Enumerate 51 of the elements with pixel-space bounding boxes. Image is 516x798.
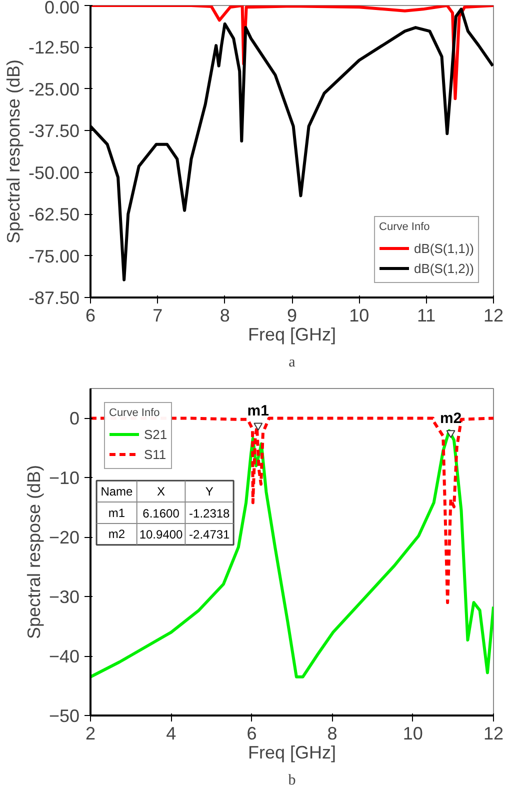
annotation: -2.4731 (189, 528, 230, 542)
line-series (90, 429, 494, 678)
legend-label: dB(S(1,2)) (414, 260, 474, 276)
y-tick-label: -50.00 (28, 162, 80, 183)
legend-label: S11 (144, 446, 166, 462)
x-tick-label: 7 (152, 306, 163, 326)
annotation: -1.2318 (189, 506, 230, 520)
x-tick-label: 6 (85, 306, 96, 326)
y-tick-label: -37.50 (28, 121, 80, 142)
text: a (288, 354, 296, 370)
y-axis-title: Spectral response (dB) (3, 59, 24, 244)
y-tick-label: -75.00 (28, 246, 80, 266)
y-tick-label: −10 (48, 468, 80, 488)
x-tick-label: 8 (327, 724, 338, 744)
y-tick-label: 0.00 (44, 0, 80, 18)
x-tick-label: 12 (483, 724, 504, 744)
y-tick-label: -62.50 (28, 204, 80, 225)
y-axis-title: Spectral respose (dB) (24, 464, 44, 640)
y-tick-label: 0 (69, 408, 80, 429)
annotation: 10.9400 (139, 528, 184, 542)
x-tick-label: 9 (286, 306, 298, 326)
text: b (288, 772, 296, 788)
x-tick-label: 6 (246, 724, 257, 744)
legend-title: Curve Info (109, 407, 161, 419)
legend-title: Curve Info (379, 221, 431, 233)
annotation: m1 (247, 402, 269, 420)
y-tick-label: −40 (48, 646, 80, 667)
annotation: Name (100, 484, 134, 498)
y-tick-label: −30 (48, 587, 80, 608)
x-tick-label: 11 (416, 306, 436, 326)
x-tick-label: 8 (220, 306, 230, 326)
x-tick-label: 12 (483, 306, 504, 326)
y-tick-label: −20 (48, 528, 80, 548)
annotation: X (157, 484, 166, 498)
y-tick-label: -25.00 (28, 79, 80, 100)
x-tick-label: 4 (166, 724, 176, 744)
y-tick-label: -87.50 (28, 288, 80, 308)
annotation: 6.1600 (142, 506, 180, 520)
x-axis-title: Freq [GHz] (248, 742, 336, 762)
y-tick-label: -12.50 (28, 38, 80, 58)
y-tick-label: −50 (48, 706, 80, 726)
annotation: Y (205, 484, 214, 498)
x-tick-label: 2 (85, 724, 96, 744)
x-tick-label: 10 (402, 724, 423, 744)
annotation: m2 (108, 527, 126, 542)
legend-label: S21 (144, 426, 168, 442)
annotation: m1 (108, 506, 126, 520)
legend-label: dB(S(1,1)) (414, 240, 474, 256)
x-tick-label: 10 (349, 306, 370, 326)
annotation: m2 (440, 410, 462, 427)
x-axis-title: Freq [GHz] (248, 324, 336, 344)
